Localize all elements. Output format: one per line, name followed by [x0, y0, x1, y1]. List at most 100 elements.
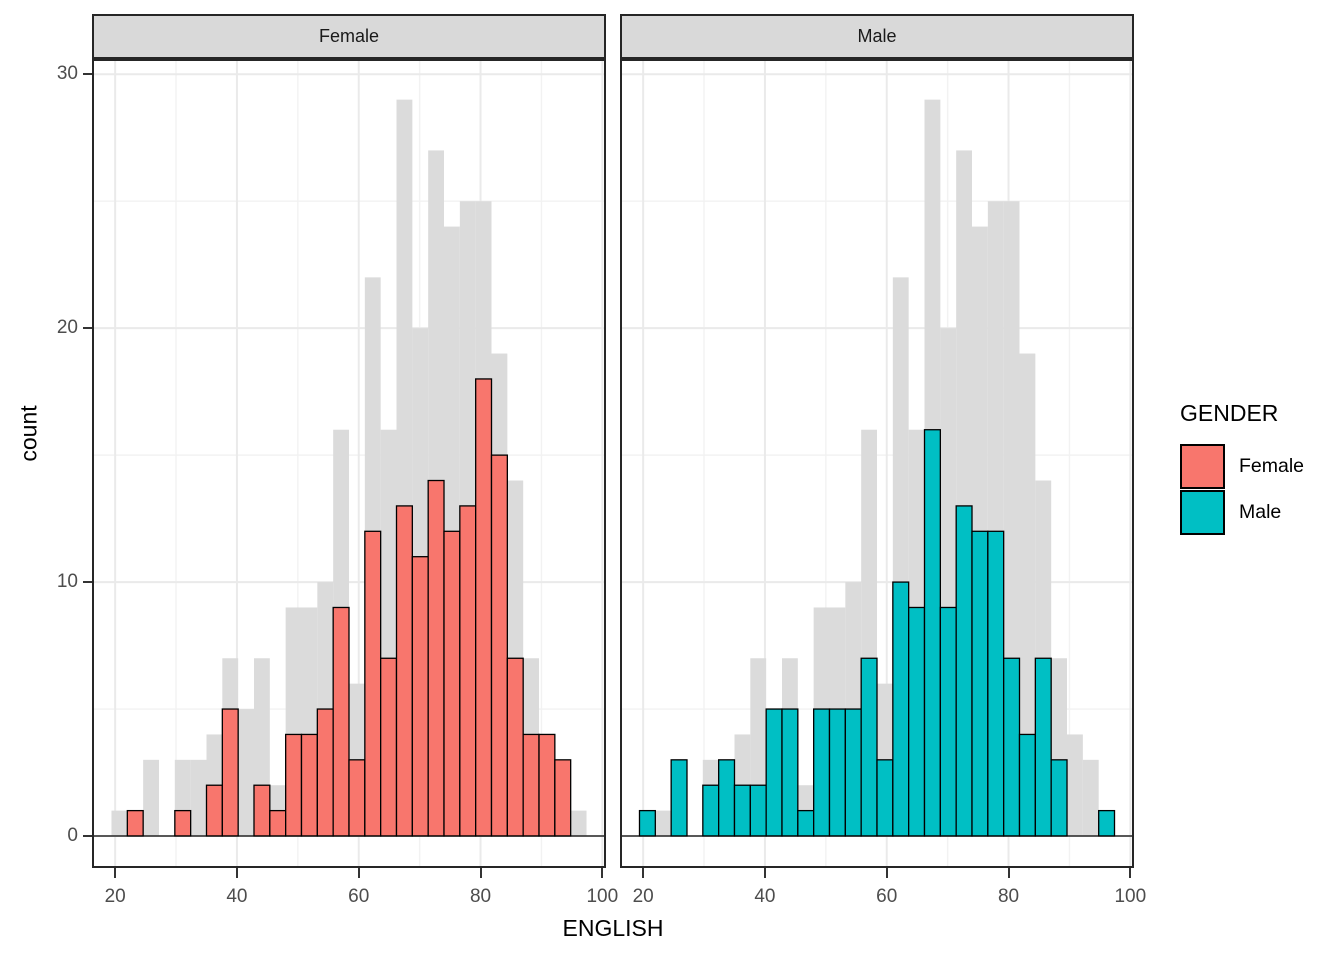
histogram-bar — [670, 759, 688, 837]
histogram-bar — [987, 530, 1005, 837]
x-tick-mark — [235, 868, 238, 878]
x-tick-mark — [763, 868, 766, 878]
histogram-bar — [316, 708, 334, 837]
y-tick-mark — [83, 73, 92, 76]
legend-label-female: Female — [1239, 454, 1305, 477]
total-bar — [1082, 759, 1099, 837]
panel-border — [92, 59, 606, 868]
x-tick-label: 20 — [104, 886, 126, 907]
x-tick-mark — [1007, 868, 1010, 878]
facet-strip-label: Female — [318, 26, 380, 46]
histogram-bar — [1018, 733, 1036, 837]
x-tick-label: 60 — [876, 886, 898, 907]
total-bar — [111, 810, 128, 837]
x-tick-mark — [479, 868, 482, 878]
histogram-bar — [749, 784, 767, 837]
histogram-bar — [443, 530, 461, 837]
legend-key-male: Male — [1180, 489, 1340, 535]
legend-swatch-male — [1180, 489, 1225, 535]
histogram-bar — [459, 505, 477, 837]
x-tick-label: 80 — [469, 886, 492, 907]
y-tick-label: 30 — [56, 63, 78, 85]
histogram-bar — [860, 657, 878, 837]
histogram-bar — [1050, 759, 1068, 837]
legend-key-female: Female — [1180, 443, 1340, 489]
histogram-bar — [1034, 657, 1052, 837]
histogram-bar — [538, 733, 556, 837]
x-tick-mark — [114, 868, 117, 878]
histogram-bar — [955, 505, 973, 837]
histogram-bar — [718, 759, 736, 837]
x-axis-title: ENGLISH — [562, 915, 664, 941]
histogram-bar — [923, 429, 941, 837]
panel-border — [620, 59, 1134, 868]
histogram-bar — [332, 606, 350, 837]
total-bar — [238, 709, 254, 837]
facet-strip-label: Male — [857, 26, 897, 46]
histogram-bar — [522, 733, 540, 837]
histogram-bar — [733, 784, 751, 837]
y-tick-mark — [83, 327, 92, 330]
y-tick-label: 0 — [67, 825, 78, 846]
total-bar — [1019, 353, 1036, 837]
histogram-bar — [475, 378, 493, 837]
legend: GENDER Female Male — [1180, 400, 1340, 535]
histogram-bar — [126, 809, 144, 837]
histogram-bar — [221, 708, 239, 837]
y-tick-mark — [83, 581, 92, 584]
plot-panel-female — [92, 59, 606, 868]
x-tick-label: 40 — [754, 886, 776, 907]
histogram-bar — [395, 505, 413, 837]
total-bar — [190, 759, 207, 837]
facet-strip-male: Male — [620, 14, 1134, 59]
histogram-bar — [1003, 657, 1021, 837]
x-tick-mark — [357, 868, 360, 878]
x-tick-label: 20 — [632, 886, 654, 907]
histogram-bar — [1098, 809, 1116, 837]
histogram-bar — [380, 657, 398, 837]
histogram-bar — [411, 556, 429, 837]
total-bar — [1067, 734, 1083, 837]
histogram-bar — [205, 784, 223, 837]
x-tick-mark — [642, 868, 645, 878]
x-tick-label: 40 — [226, 886, 248, 907]
histogram-bar — [490, 454, 508, 837]
plot-panel-male — [620, 59, 1134, 868]
histogram-bar — [892, 581, 910, 837]
y-axis-title: count — [15, 405, 42, 462]
y-tick-mark — [83, 835, 92, 837]
histogram-bar — [971, 530, 989, 837]
x-tick-mark — [885, 868, 888, 878]
y-tick-label: 10 — [56, 571, 78, 593]
histogram-bar — [364, 530, 382, 837]
histogram-bar — [348, 759, 366, 837]
histogram-bar — [300, 733, 318, 837]
facet-strip-female: Female — [92, 14, 606, 59]
histogram-bar — [908, 606, 926, 837]
x-tick-label: 100 — [1114, 886, 1147, 907]
facet-histogram — [638, 429, 1116, 837]
histogram-bar — [253, 784, 271, 837]
y-tick-label: 20 — [56, 317, 78, 339]
histogram-bar — [638, 809, 656, 837]
histogram-bar — [828, 708, 846, 837]
histogram-bar — [427, 479, 445, 837]
histogram-bar — [269, 809, 287, 837]
legend-swatch-female — [1180, 443, 1225, 489]
histogram-bar — [876, 759, 894, 837]
total-bar — [570, 810, 587, 837]
total-bar — [655, 810, 672, 837]
histogram-bar — [285, 733, 303, 837]
histogram-bar — [702, 784, 720, 837]
histogram-bar — [781, 708, 799, 837]
histogram-bar — [506, 657, 524, 837]
histogram-bar — [174, 809, 192, 837]
histogram-bar — [813, 708, 831, 837]
x-tick-label: 60 — [348, 886, 370, 907]
legend-label-male: Male — [1239, 500, 1282, 523]
histogram-bar — [797, 809, 815, 837]
x-tick-mark — [601, 868, 604, 878]
x-tick-label: 80 — [997, 886, 1020, 907]
histogram-bar — [765, 708, 783, 837]
